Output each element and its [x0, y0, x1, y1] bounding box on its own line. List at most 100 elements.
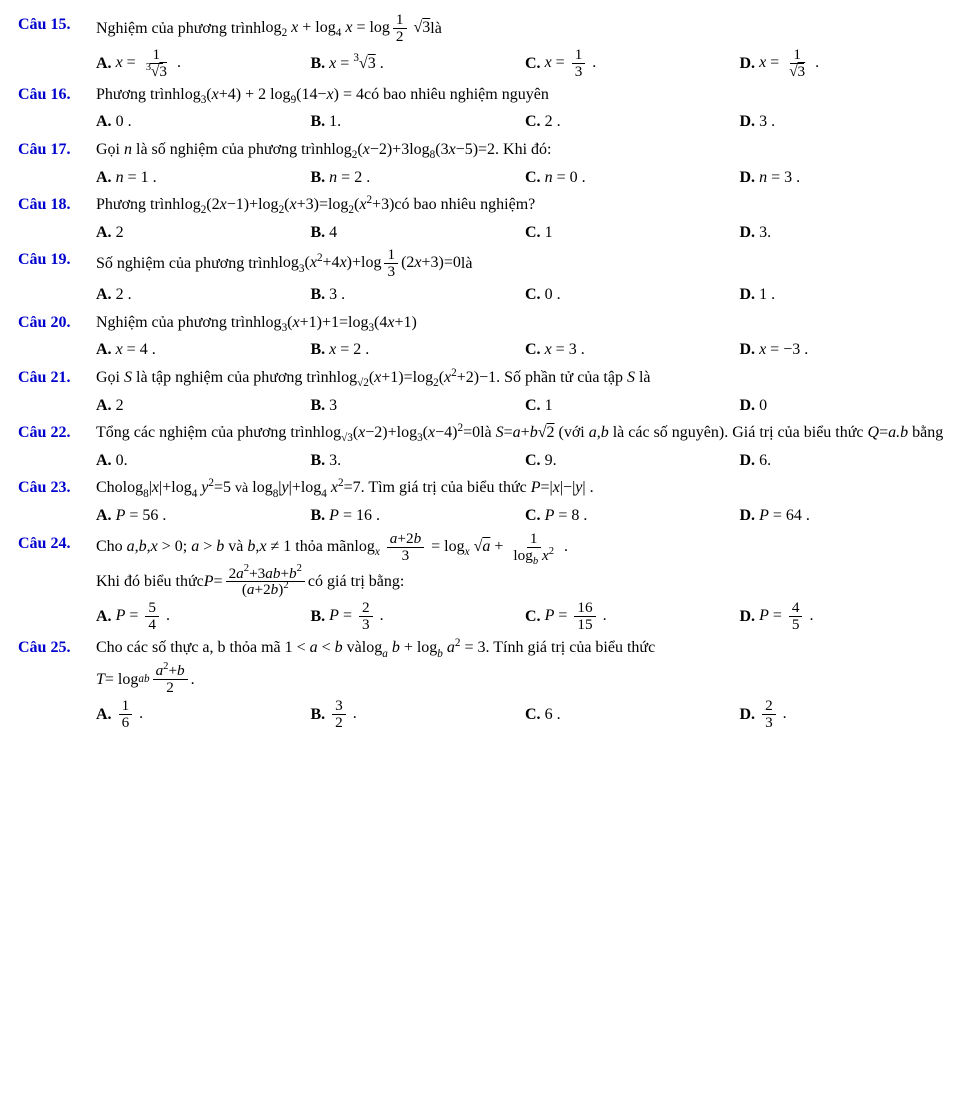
option-label: A.: [96, 702, 112, 728]
question-number: Câu 19.: [18, 247, 96, 308]
option-D: D. n = 3 .: [740, 165, 955, 191]
options-row: A. P = 54 .B. P = 23 .C. P = 1615 .D. P …: [96, 600, 954, 633]
options-row: A. 0.B. 3.C. 9.D. 6.: [96, 448, 954, 474]
question-17: Câu 17.Gọi n là số nghiệm của phương trì…: [18, 137, 954, 190]
option-D: D. P = 45 .: [740, 600, 955, 633]
question-25: Câu 25.Cho các số thực a, b thỏa mã 1 < …: [18, 635, 954, 730]
option-label: B.: [311, 702, 326, 728]
question-20: Câu 20.Nghiệm của phương trình log3(x+1)…: [18, 310, 954, 363]
option-text: 1 .: [759, 282, 775, 308]
option-text: x = 3√3 .: [329, 51, 384, 77]
option-label: B.: [311, 604, 326, 630]
question-body: Số nghiệm của phương trình log3(x2+4x)+l…: [96, 247, 954, 308]
option-text: 2: [116, 393, 124, 419]
question-body: Phương trình log3(x+4) + 2 log9(14−x) = …: [96, 82, 954, 135]
option-text: x = 3 .: [545, 337, 585, 363]
question-stem: Tổng các nghiệm của phương trình log√3(x…: [96, 420, 954, 446]
question-body: Cho các số thực a, b thỏa mã 1 < a < b v…: [96, 635, 954, 730]
question-16: Câu 16.Phương trình log3(x+4) + 2 log9(1…: [18, 82, 954, 135]
question-19: Câu 19.Số nghiệm của phương trình log3(x…: [18, 247, 954, 308]
option-label: A.: [96, 503, 112, 529]
option-text: 4: [329, 220, 337, 246]
question-stem: Cho a,b,x > 0; a > b và b,x ≠ 1 thỏa mãn…: [96, 531, 954, 564]
option-label: D.: [740, 220, 756, 246]
option-label: C.: [525, 282, 541, 308]
option-label: C.: [525, 702, 541, 728]
option-B: B. 3: [311, 393, 526, 419]
option-label: D.: [740, 109, 756, 135]
question-24: Câu 24.Cho a,b,x > 0; a > b và b,x ≠ 1 t…: [18, 531, 954, 634]
option-B: B. n = 2 .: [311, 165, 526, 191]
option-label: C.: [525, 604, 541, 630]
option-label: A.: [96, 282, 112, 308]
option-text: x = −3 .: [759, 337, 808, 363]
option-label: B.: [311, 282, 326, 308]
option-text: n = 0 .: [545, 165, 586, 191]
option-A: A. x = 13√3 .: [96, 47, 311, 80]
question-body: Phương trình log2(2x−1)+log2(x+3)=log2(x…: [96, 192, 954, 245]
option-A: A. n = 1 .: [96, 165, 311, 191]
options-row: A. 2 .B. 3 .C. 0 .D. 1 .: [96, 282, 954, 308]
option-label: B.: [311, 393, 326, 419]
question-number: Câu 24.: [18, 531, 96, 634]
option-text: P = 54 .: [116, 600, 170, 633]
option-B: B. 32 .: [311, 698, 526, 731]
option-C: C. 1: [525, 393, 740, 419]
option-C: C. 1: [525, 220, 740, 246]
question-list: Câu 15.Nghiệm của phương trình log2 x + …: [18, 12, 954, 731]
option-C: C. n = 0 .: [525, 165, 740, 191]
option-text: 1: [545, 393, 553, 419]
question-body: Nghiệm của phương trình log3(x+1)+1=log3…: [96, 310, 954, 363]
option-A: A. 2: [96, 220, 311, 246]
options-row: A. 0 .B. 1.C. 2 .D. 3 .: [96, 109, 954, 135]
option-C: C. x = 3 .: [525, 337, 740, 363]
option-B: B. 4: [311, 220, 526, 246]
option-text: 2: [116, 220, 124, 246]
option-text: 1: [545, 220, 553, 246]
option-text: n = 2 .: [329, 165, 370, 191]
option-text: n = 1 .: [116, 165, 157, 191]
option-label: B.: [311, 337, 326, 363]
options-row: A. x = 4 .B. x = 2 .C. x = 3 .D. x = −3 …: [96, 337, 954, 363]
option-text: 23 .: [759, 698, 787, 731]
option-D: D. 3.: [740, 220, 955, 246]
option-D: D. 0: [740, 393, 955, 419]
question-stem: Nghiệm của phương trình log2 x + log4 x …: [96, 12, 954, 45]
question-body: Nghiệm của phương trình log2 x + log4 x …: [96, 12, 954, 80]
option-label: B.: [311, 448, 326, 474]
option-label: C.: [525, 220, 541, 246]
option-label: C.: [525, 448, 541, 474]
option-label: C.: [525, 393, 541, 419]
option-A: A. 16 .: [96, 698, 311, 731]
option-text: 3: [329, 393, 337, 419]
question-number: Câu 15.: [18, 12, 96, 80]
option-label: D.: [740, 448, 756, 474]
option-B: B. 3 .: [311, 282, 526, 308]
option-A: A. 2 .: [96, 282, 311, 308]
option-text: P = 23 .: [329, 600, 383, 633]
option-A: A. 0.: [96, 448, 311, 474]
option-A: A. 0 .: [96, 109, 311, 135]
option-text: 1.: [329, 109, 341, 135]
option-text: n = 3 .: [759, 165, 800, 191]
option-text: P = 56 .: [116, 503, 167, 529]
option-C: C. P = 8 .: [525, 503, 740, 529]
option-text: 32 .: [329, 698, 357, 731]
option-B: B. 3.: [311, 448, 526, 474]
option-C: C. P = 1615 .: [525, 600, 740, 633]
option-label: C.: [525, 337, 541, 363]
question-number: Câu 17.: [18, 137, 96, 190]
option-label: C.: [525, 109, 541, 135]
options-row: A. x = 13√3 .B. x = 3√3 .C. x = 13 .D. x…: [96, 47, 954, 80]
option-text: 3.: [329, 448, 341, 474]
options-row: A. 2B. 4C. 1D. 3.: [96, 220, 954, 246]
option-C: C. x = 13 .: [525, 47, 740, 80]
option-D: D. 3 .: [740, 109, 955, 135]
option-label: D.: [740, 51, 756, 77]
question-body: Cho a,b,x > 0; a > b và b,x ≠ 1 thỏa mãn…: [96, 531, 954, 634]
option-D: D. x = 1√3 .: [740, 47, 955, 80]
question-stem: Gọi S là tập nghiệm của phương trình log…: [96, 365, 954, 391]
option-text: P = 16 .: [329, 503, 380, 529]
option-D: D. 6.: [740, 448, 955, 474]
option-text: 3.: [759, 220, 771, 246]
